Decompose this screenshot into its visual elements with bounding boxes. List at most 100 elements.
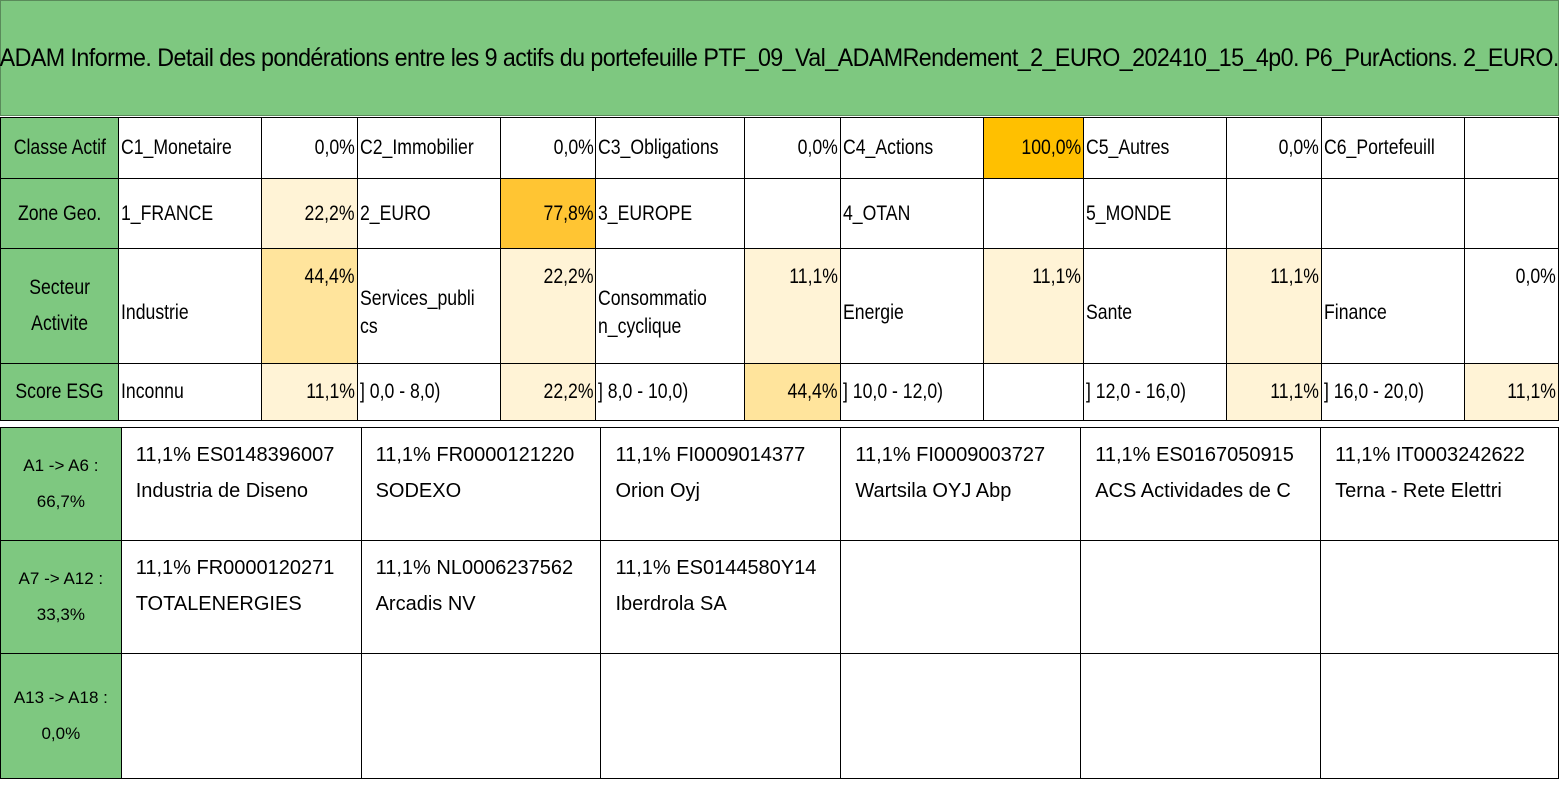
row-header-label: Classe Actif <box>13 136 106 159</box>
category-name-cell: C6_Portefeuill <box>1321 117 1466 179</box>
category-weight-cell: 44,4% <box>743 363 841 421</box>
category-name: C6_Portefeuill <box>1324 136 1435 159</box>
weights-row: Classe Actif C1_Monetaire 0,0% C2_Immobilie… <box>0 117 1559 179</box>
asset-range-header: A7 -> A12 : 33,3% <box>0 540 122 654</box>
category-name: Sante <box>1086 301 1133 324</box>
asset-row: A13 -> A18 : 0,0% <box>0 653 1559 779</box>
weights-row: Zone Geo. 1_FRANCE 22,2% 2_EURO 77,8% 3_EUROP… <box>0 178 1559 249</box>
asset-range-weight: 0,0% <box>41 724 81 743</box>
asset-cell <box>360 653 602 779</box>
category-name-cell: C3_Obligations <box>595 117 745 179</box>
category-weight: 0,0% <box>314 136 355 159</box>
category-name: ] 10,0 - 12,0) <box>842 380 943 403</box>
report-title: ADAM Informe. Detail des pondérations en… <box>0 43 1559 72</box>
asset-name: TOTALENERGIES <box>135 593 302 615</box>
category-name: Consommation_cyclique <box>598 287 708 338</box>
row-header-label: Score ESG <box>15 380 104 403</box>
category-weight-cell: 100,0% <box>982 117 1085 179</box>
category-name: 2_EURO <box>359 201 431 225</box>
category-name-cell: ] 12,0 - 16,0) <box>1083 363 1228 421</box>
category-weight-cell <box>1464 178 1559 249</box>
category-name: 5_MONDE <box>1086 201 1172 225</box>
category-name-cell: 2_EURO <box>356 178 501 249</box>
row-header: Secteur Activite <box>0 248 120 364</box>
category-name-cell: C1_Monetaire <box>118 117 263 179</box>
asset-cell <box>840 653 1082 779</box>
category-weight: 22,2% <box>304 201 355 225</box>
category-weight: 22,2% <box>543 380 594 403</box>
category-name-cell: C5_Autres <box>1083 117 1228 179</box>
asset-name: Industria de Diseno <box>135 480 309 502</box>
asset-range-weight: 66,7% <box>36 492 85 511</box>
category-name: Finance <box>1324 301 1387 324</box>
category-name: C3_Obligations <box>598 136 720 159</box>
asset-weight-isin: 11,1% IT0003242622 <box>1335 444 1525 466</box>
category-weight-cell: 0,0% <box>1464 248 1559 364</box>
report-title-bar: ADAM Informe. Detail des pondérations en… <box>0 0 1559 116</box>
category-weight: 44,4% <box>304 265 355 288</box>
asset-cell <box>600 653 842 779</box>
category-weight-cell: 11,1% <box>982 248 1085 364</box>
asset-weight-isin: 11,1% ES0167050915 <box>1095 444 1294 466</box>
category-weight-cell: 44,4% <box>261 248 358 364</box>
category-weight-cell: 0,0% <box>743 117 841 179</box>
weights-row: Score ESG Inconnu 11,1%] 0,0 - 8,0) 22,2% ] … <box>0 363 1559 421</box>
category-weight: 0,0% <box>553 136 594 159</box>
category-weight: 0,0% <box>1515 265 1556 288</box>
row-header-label: Zone Geo. <box>17 201 102 225</box>
category-weight-cell: 22,2% <box>499 363 597 421</box>
category-name-cell: 3_EUROPE <box>595 178 745 249</box>
category-weight: 0,0% <box>1278 136 1320 159</box>
category-name-cell: Inconnu <box>118 363 263 421</box>
category-weight-cell: 11,1% <box>1226 248 1323 364</box>
category-name-cell: Consommation_cyclique <box>595 248 745 364</box>
category-weight: 11,1% <box>306 380 355 403</box>
category-weight: 77,8% <box>543 201 594 225</box>
category-name-cell: C4_Actions <box>839 117 984 179</box>
category-name: 3_EUROPE <box>598 201 693 225</box>
category-name: C4_Actions <box>842 136 933 159</box>
asset-name: Terna - Rete Elettri <box>1335 480 1502 502</box>
asset-cell <box>1080 540 1322 654</box>
asset-cell <box>1080 653 1322 779</box>
asset-weight-isin: 11,1% FI0009003727 <box>855 444 1046 466</box>
category-name-cell: Sante <box>1083 248 1228 364</box>
asset-cell <box>120 653 362 779</box>
category-weight-cell <box>1464 117 1559 179</box>
category-weight-cell: 11,1% <box>743 248 841 364</box>
category-name: Industrie <box>121 301 189 324</box>
asset-weight-isin: 11,1% NL0006237562 <box>375 557 574 579</box>
category-name-cell: Energie <box>839 248 984 364</box>
asset-name: Wartsila OYJ Abp <box>855 480 1012 502</box>
category-weight-cell: 0,0% <box>1226 117 1323 179</box>
category-weight: 22,2% <box>543 265 594 288</box>
category-name: C1_Monetaire <box>121 136 233 159</box>
category-name-cell: 5_MONDE <box>1083 178 1228 249</box>
asset-cell <box>1320 653 1559 779</box>
category-name: ] 0,0 - 8,0) <box>359 380 441 403</box>
category-weight: 44,4% <box>787 380 838 403</box>
category-name: C2_Immobilier <box>359 136 474 159</box>
asset-weight-isin: 11,1% FR0000120271 <box>135 557 335 579</box>
category-name: Inconnu <box>121 380 185 403</box>
asset-cell <box>840 540 1082 654</box>
category-weight-cell <box>982 178 1085 249</box>
category-name-cell: 1_FRANCE <box>118 178 263 249</box>
category-weight-cell: 77,8% <box>499 178 597 249</box>
category-name-cell: Finance <box>1321 248 1466 364</box>
asset-cell: 11,1% ES0144580Y14 Iberdrola SA <box>600 540 842 654</box>
asset-cell: 11,1% FI0009003727 Wartsila OYJ Abp <box>840 427 1082 541</box>
category-weight-cell <box>982 363 1085 421</box>
category-name-cell: Services_publics <box>356 248 501 364</box>
category-name-cell: ] 16,0 - 20,0) <box>1321 363 1466 421</box>
category-weight: 11,1% <box>1270 265 1320 288</box>
asset-cell: 11,1% ES0148396007 Industria de Diseno <box>120 427 362 541</box>
asset-range-weight: 33,3% <box>36 605 85 624</box>
asset-weight-isin: 11,1% ES0148396007 <box>135 444 335 466</box>
asset-weight-isin: 11,1% ES0144580Y14 <box>615 557 817 579</box>
category-name: 4_OTAN <box>842 201 910 225</box>
asset-weight-isin: 11,1% FI0009014377 <box>615 444 806 466</box>
asset-row: A1 -> A6 : 66,7% 11,1% ES0148396007 Industr… <box>0 427 1559 541</box>
asset-cell: 11,1% NL0006237562 Arcadis NV <box>360 540 602 654</box>
